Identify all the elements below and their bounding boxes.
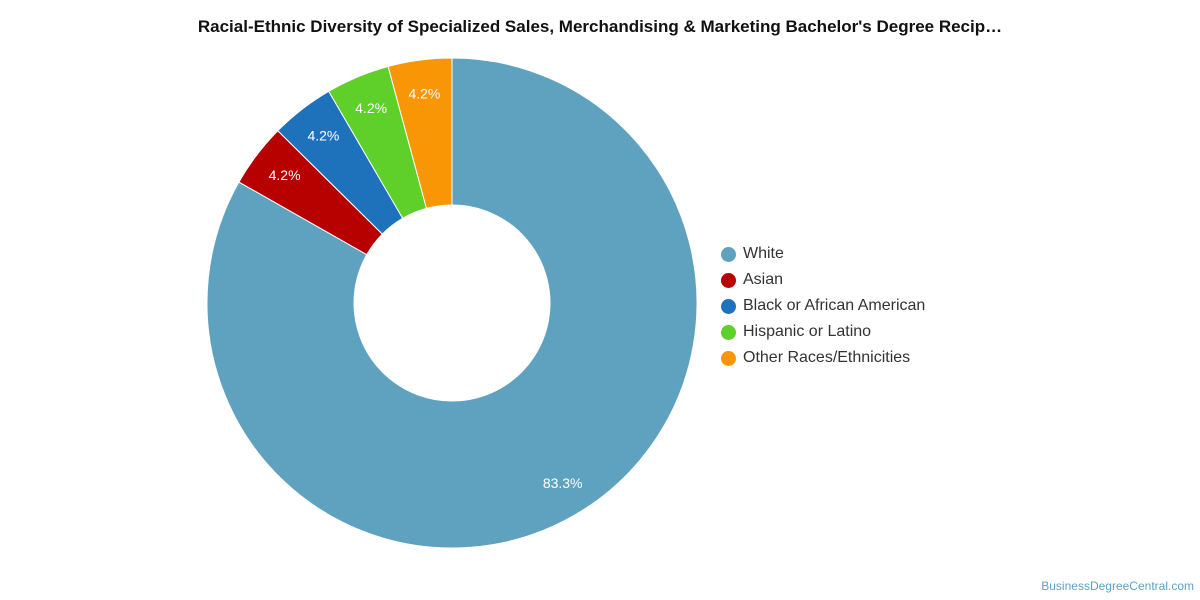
slice-white [206,57,698,549]
legend-swatch [721,324,736,340]
legend-swatch [721,246,736,262]
data-label-other-races-ethnicities: 4.2% [408,86,440,102]
slice-other-races-ethnicities [387,57,453,209]
chart-title: Racial-Ethnic Diversity of Specialized S… [197,17,1003,36]
legend-swatch [721,298,736,314]
chart-legend: White Asian Black or African American Hispa… [721,241,925,371]
data-label-black-or-african-american: 4.2% [307,128,339,144]
legend-item[interactable]: Hispanic or Latino [721,319,925,345]
legend-swatch [721,272,736,288]
legend-item[interactable]: White [721,241,925,267]
legend-item[interactable]: Black or African American [721,293,925,319]
data-label-hispanic-or-latino: 4.2% [355,100,387,116]
legend-label: Asian [743,271,784,288]
legend-swatch [721,350,736,366]
legend-label: Hispanic or Latino [743,323,872,340]
source-credit: BusinessDegreeCentral.com [1041,579,1194,593]
legend-label: Black or African American [743,297,926,314]
data-label-asian: 4.2% [269,167,301,183]
legend-item[interactable]: Other Races/Ethnicities [721,345,925,371]
legend-label: Other Races/Ethnicities [743,349,911,366]
legend-item[interactable]: Asian [721,267,925,293]
legend-label: White [743,245,784,262]
data-label-white: 83.3% [543,475,583,491]
